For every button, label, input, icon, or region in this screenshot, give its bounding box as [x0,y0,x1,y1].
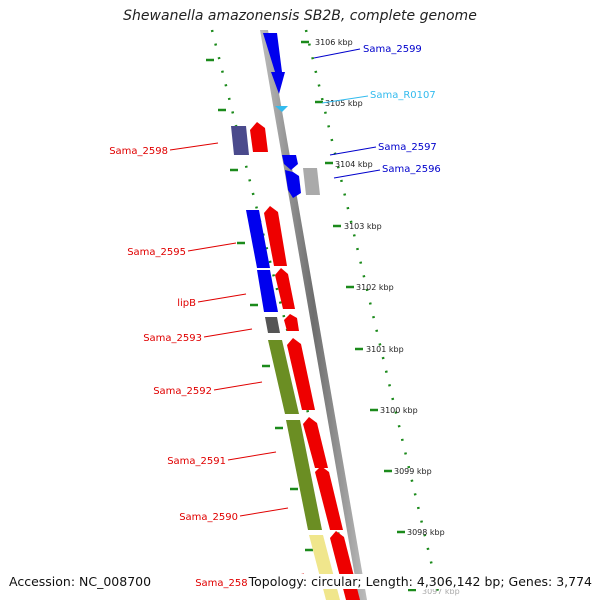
gene-label[interactable]: Sama_2598 [109,146,168,157]
gene-sama-2595[interactable] [246,210,270,268]
gene-label[interactable]: Sama_2592 [153,386,212,397]
gene-label[interactable]: Sama_2593 [143,333,202,344]
gene-sama-2598-red[interactable] [250,122,268,152]
footer: Accession: NC_008700 Topology: circular;… [9,574,594,592]
gene-sama-2593[interactable] [265,317,280,333]
gene-lipb[interactable] [257,270,278,312]
gene-sama-2592[interactable] [268,340,299,414]
gene-lipb-red[interactable] [275,268,295,309]
ruler-label: 3103 kbp [344,222,382,231]
ruler-label: 3099 kbp [394,467,432,476]
gene-label[interactable]: Sama_2597 [378,142,437,153]
gene-label[interactable]: Sama_R0107 [370,90,436,101]
gene-label[interactable]: Sama_2595 [127,247,186,258]
gene-sama-2592-red[interactable] [287,338,315,410]
gene-label[interactable]: Sama_2590 [179,512,238,523]
gene-label[interactable]: Sama_2599 [363,44,422,55]
gene-sama-2596-grey[interactable] [303,168,320,195]
gene-sama-2596[interactable] [285,170,301,198]
ruler-label: 3105 kbp [325,99,363,108]
gene-sama-2590-red[interactable] [315,466,343,530]
ruler-label: 3097 kbp [422,587,460,596]
gene-label[interactable]: lipB [177,298,196,309]
gene-sama-2595-red[interactable] [264,206,287,266]
gene-sama-2599[interactable] [263,33,285,94]
gene-label[interactable]: Sama_2589 [195,578,254,589]
band [212,28,465,600]
ruler-label: 3104 kbp [335,160,373,169]
ruler-label: 3101 kbp [366,345,404,354]
gene-sama-2591[interactable] [286,420,322,530]
accession-text: Accession: NC_008700 [9,574,152,589]
gene-sama-r0107[interactable] [275,106,288,112]
gene-label[interactable]: Sama_2591 [167,456,226,467]
ruler-label: 3106 kbp [315,38,353,47]
map-title: Shewanella amazonensis SB2B, complete ge… [123,8,477,24]
ruler-label: 3102 kbp [356,283,394,292]
gene-sama-2591-red[interactable] [303,417,328,468]
ruler-label: 3098 kbp [407,528,445,537]
gene-sama-2598[interactable] [231,126,249,155]
gene-sama-2597[interactable] [282,155,298,170]
ruler-labels: 3106 kbp 3105 kbp 3104 kbp 3103 kbp 3102… [315,38,460,596]
gene-sama-2593-red[interactable] [284,314,299,331]
gene-labels: Sama_2599 Sama_R0107 Sama_2597 Sama_2596… [109,44,441,589]
genome-summary: Topology: circular; Length: 4,306,142 bp… [246,574,592,589]
ruler-ticks [301,40,416,592]
left-ticks [206,58,313,552]
ruler-label: 3100 kbp [380,406,418,415]
gene-label[interactable]: Sama_2596 [382,164,441,175]
